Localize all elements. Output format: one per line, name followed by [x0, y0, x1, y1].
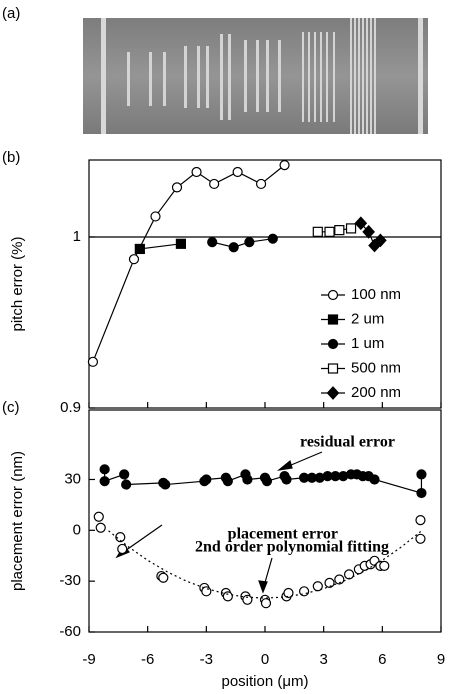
point [115, 531, 126, 543]
point [415, 533, 426, 544]
series [207, 233, 278, 253]
point [415, 515, 426, 526]
panel-label: (a) [2, 5, 20, 22]
point [171, 182, 183, 193]
y-tick-label: 30 [64, 470, 81, 487]
legend-marker [327, 289, 339, 301]
x-axis-label: position (μm) [222, 673, 309, 690]
y-axis-label: placement error (nm) [9, 451, 26, 591]
legend-marker [326, 386, 340, 400]
point [99, 464, 110, 475]
legend-label: 1 um [351, 335, 384, 352]
point [128, 254, 140, 265]
point [99, 476, 110, 487]
point [354, 216, 368, 231]
legend-label: 200 nm [351, 384, 401, 401]
point [312, 581, 323, 592]
point [117, 543, 128, 555]
point [134, 243, 145, 255]
sem-image [83, 18, 428, 134]
point [279, 160, 290, 171]
point [362, 224, 375, 239]
point [374, 233, 387, 248]
y-axis-label: pitch error (%) [9, 236, 26, 331]
point [175, 238, 187, 249]
point [201, 586, 212, 597]
point [242, 474, 253, 485]
x-tick-label: -6 [141, 651, 154, 668]
point [261, 476, 273, 487]
point [87, 356, 99, 367]
legend-label: 500 nm [351, 359, 401, 376]
series-line [92, 164, 285, 363]
point [242, 594, 253, 605]
legend-marker [327, 338, 339, 350]
panel-label: (c) [2, 399, 20, 416]
annotation: residual error [300, 434, 395, 451]
point [267, 233, 278, 244]
point [150, 211, 161, 222]
point [201, 474, 212, 485]
x-tick-label: 3 [319, 651, 327, 668]
point [345, 223, 357, 234]
point [232, 166, 243, 178]
point [312, 226, 323, 237]
x-tick-label: 0 [261, 651, 269, 668]
y-tick-label: 0 [73, 521, 81, 538]
y-tick-label: 0.9 [60, 399, 81, 416]
point [334, 225, 345, 236]
y-tick-label: -60 [59, 623, 81, 640]
point [283, 587, 294, 599]
point [369, 474, 380, 485]
legend-label: 100 nm [351, 286, 401, 303]
legend-marker [327, 363, 339, 374]
series [354, 216, 387, 253]
point [244, 236, 255, 248]
point [158, 572, 169, 583]
point [324, 577, 335, 588]
series [312, 223, 357, 237]
x-tick-label: -9 [82, 651, 95, 668]
point [95, 522, 106, 533]
point [160, 479, 171, 490]
y-tick-label: 1 [73, 228, 81, 245]
series [99, 464, 427, 499]
legend-marker [327, 314, 339, 325]
annotation: placement error [228, 526, 338, 543]
x-tick-label: 9 [437, 651, 445, 668]
point [121, 479, 132, 490]
point [207, 236, 218, 248]
point [209, 178, 220, 190]
point [260, 598, 272, 609]
x-tick-label: -3 [200, 651, 213, 668]
y-tick-label: -30 [59, 572, 81, 589]
point [228, 242, 239, 253]
panel-label: (b) [2, 149, 20, 166]
point [379, 560, 390, 572]
annotation: 2nd order polynomial fitting [195, 539, 389, 556]
point [324, 226, 335, 237]
series-line [139, 243, 181, 250]
point [93, 511, 104, 522]
series-line [212, 238, 273, 248]
point [119, 469, 130, 480]
point [222, 591, 233, 602]
point [191, 166, 202, 178]
series [134, 238, 187, 255]
series [87, 160, 290, 367]
point [343, 569, 355, 580]
x-tick-label: 6 [378, 651, 386, 668]
annotation-arrows [115, 451, 323, 594]
point [334, 574, 345, 585]
legend-label: 2 um [351, 310, 384, 327]
point [416, 469, 427, 480]
point [222, 476, 233, 487]
point [281, 474, 292, 485]
point [416, 487, 427, 499]
point [255, 178, 267, 190]
